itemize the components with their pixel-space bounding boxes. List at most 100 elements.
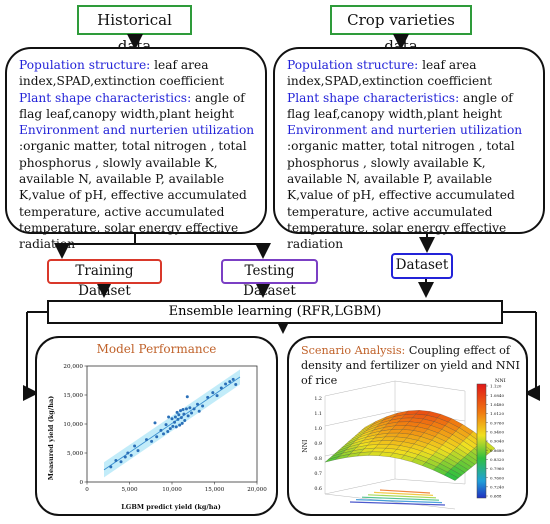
data-point xyxy=(215,394,219,398)
colorbar-tick-label: 0.9400 xyxy=(490,429,504,434)
data-point xyxy=(211,391,215,395)
colorbar-tick-label: 0.9040 xyxy=(490,439,504,444)
data-point xyxy=(196,402,199,406)
data-point xyxy=(167,415,171,419)
x-tick-label: 10,000 xyxy=(162,487,182,493)
data-point xyxy=(182,412,186,416)
data-point xyxy=(166,430,170,434)
plant-shape-text: angle of flag leaf,canopy width,plant he… xyxy=(287,90,513,121)
population-structure-heading: Population structure: xyxy=(19,58,151,72)
environment-heading: Environment and nurterien utilization xyxy=(287,123,523,138)
data-point xyxy=(133,444,137,448)
y-tick-label: 0 xyxy=(79,480,83,486)
data-point xyxy=(179,416,183,420)
colorbar-tick-label: 1.0120 xyxy=(490,411,504,416)
data-point xyxy=(201,404,205,408)
data-point xyxy=(183,419,187,423)
data-point xyxy=(228,380,232,384)
scenario-title-text: Coupling effect of density and fertilize… xyxy=(301,344,520,387)
z-tick-label: 0.8 xyxy=(314,456,322,462)
data-point xyxy=(119,460,123,464)
z-tick-label: 1.2 xyxy=(314,396,322,402)
data-point xyxy=(159,428,163,432)
training-dataset-label: Training Dataset xyxy=(75,263,134,299)
crop-varieties-features-box: Population structure: leaf area index,SP… xyxy=(273,47,545,251)
population-structure-heading: Population structure: xyxy=(287,58,419,72)
data-point xyxy=(181,408,185,411)
ensemble-learning-box: Ensemble learning (RFR,LGBM) xyxy=(47,300,503,324)
testing-dataset-label: Testing Dataset xyxy=(243,263,296,299)
x-tick-label: 15,000 xyxy=(205,487,225,493)
floor-contour xyxy=(361,496,440,501)
data-point xyxy=(192,407,196,411)
x-tick-label: 5,000 xyxy=(121,487,137,493)
data-point xyxy=(168,427,172,431)
colorbar-tick-label: 0.8680 xyxy=(490,448,504,453)
data-point xyxy=(114,459,118,463)
colorbar-title: NNI xyxy=(495,378,506,384)
testing-dataset-box: Testing Dataset xyxy=(221,259,318,299)
data-point xyxy=(153,421,157,425)
z-tick-label: 1.1 xyxy=(314,411,322,417)
data-point xyxy=(185,395,189,399)
dataset-label: Dataset xyxy=(395,257,449,273)
data-point xyxy=(155,435,159,439)
data-point xyxy=(186,414,190,418)
colorbar-tick-label: 1.0480 xyxy=(490,402,504,407)
data-point xyxy=(145,438,148,442)
data-point xyxy=(219,386,223,390)
data-point xyxy=(180,421,184,425)
data-point xyxy=(197,409,201,413)
fit-line xyxy=(103,376,241,471)
historical-data-box: Historical data xyxy=(77,5,192,55)
y-axis-label: Measured yield (kg/ha) xyxy=(47,396,55,480)
data-point xyxy=(224,382,228,386)
colorbar-tick-label: 0.7240 xyxy=(490,484,504,489)
model-performance-panel: Model Performance Measured yield (kg/ha)… xyxy=(35,336,278,516)
z-tick-label: 1.0 xyxy=(314,426,322,432)
scenario-title-highlight: Scenario Analysis: xyxy=(301,344,406,357)
data-point xyxy=(126,451,130,455)
data-point xyxy=(177,413,181,417)
x-axis-label: LGBM predict yield (kg/ha) xyxy=(121,503,221,511)
dataset-box: Dataset xyxy=(391,253,453,279)
plant-shape-heading: Plant shape characteristics: xyxy=(287,90,460,105)
data-point xyxy=(170,417,174,421)
y-tick-label: 5,000 xyxy=(67,451,83,457)
floor-contour xyxy=(373,491,434,496)
environment-heading: Environment and nurterien utilization xyxy=(19,123,255,138)
data-point xyxy=(136,449,140,453)
z-axis-label: NNI xyxy=(302,439,309,453)
data-point xyxy=(184,407,188,411)
colorbar-tick-label: 0.7600 xyxy=(490,475,504,480)
colorbar-tick-label: 1.0840 xyxy=(490,393,504,398)
data-point xyxy=(123,455,127,459)
data-point xyxy=(206,395,210,399)
ensemble-learning-label: Ensemble learning (RFR,LGBM) xyxy=(168,304,382,319)
colorbar-tick-label: 1.120 xyxy=(490,384,502,389)
plant-shape-text: angle of flag leaf,canopy width,plant he… xyxy=(19,90,245,121)
y-tick-label: 20,000 xyxy=(63,364,83,370)
surface-cell xyxy=(444,472,459,481)
data-point xyxy=(173,415,177,419)
scatter-chart: Measured yield (kg/ha) LGBM predict yiel… xyxy=(47,364,267,511)
data-point xyxy=(234,383,238,387)
population-structure-text: leaf area index,SPAD,extinction coeffici… xyxy=(287,58,492,89)
colorbar-tick-label: 0.8320 xyxy=(490,457,504,462)
x-tick-label: 0 xyxy=(85,487,89,493)
scenario-analysis-panel: Scenario Analysis: Coupling effect of de… xyxy=(287,336,528,516)
x-tick-label: 20,000 xyxy=(247,487,267,493)
colorbar xyxy=(476,383,487,499)
data-point xyxy=(164,423,168,427)
z-tick-label: 0.7 xyxy=(314,471,322,477)
floor-contour xyxy=(355,499,443,504)
data-point xyxy=(188,406,192,410)
data-point xyxy=(179,409,182,413)
data-point xyxy=(175,410,179,414)
data-point xyxy=(178,423,182,427)
data-point xyxy=(150,439,154,443)
data-point xyxy=(109,465,113,469)
data-point xyxy=(162,432,165,436)
plant-shape-heading: Plant shape characteristics: xyxy=(19,90,192,105)
